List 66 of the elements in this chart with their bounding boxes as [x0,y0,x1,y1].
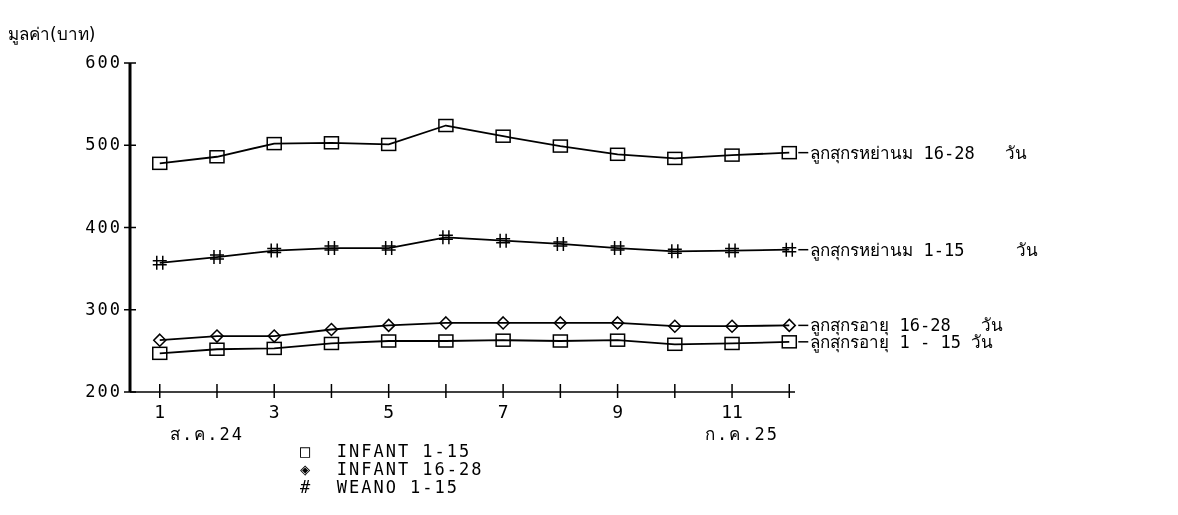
point [267,329,281,343]
point [496,316,510,330]
point [725,319,739,333]
point [152,156,168,171]
y-axis-title: มูลค่า(บาท) [8,24,96,45]
x-tick-label: 7 [497,401,509,422]
point [380,334,397,348]
point [381,318,396,333]
legend-label: ลูกสุกรหย่านม 16-28 วัน [810,142,1028,164]
point [781,335,798,349]
text: □ INFANT 1-15 [300,441,472,461]
point [782,318,797,333]
point [152,255,168,271]
point [552,139,569,153]
point [210,329,224,343]
point [266,242,282,259]
point [609,147,626,162]
point [152,346,168,361]
y-tick-label: 500 [85,134,122,155]
y-tick-label: 300 [85,298,122,319]
point [724,242,740,259]
point [439,316,453,330]
point [781,145,798,160]
point [324,322,339,337]
point [323,136,340,150]
legend-label: ลูกสุกรหย่านม 1-15 วัน [810,239,1038,261]
point [609,240,626,256]
point [266,341,282,356]
point [323,336,340,351]
point [438,118,454,133]
point [380,240,397,256]
point [266,136,282,151]
point [209,249,225,265]
text: ก.ค.25 [705,424,779,444]
x-tick-label: 1 [154,401,166,422]
text: # WEANO 1-15 [300,477,460,497]
text: ส.ค.24 [170,424,244,444]
y-tick-label: 400 [85,216,122,237]
point [209,150,225,164]
point [495,232,511,249]
point [724,148,740,162]
point [610,316,625,330]
point [724,336,740,351]
point [438,334,454,348]
point [553,316,568,330]
point [438,229,454,246]
point [668,319,682,333]
x-tick-label: 11 [721,401,743,422]
y-tick-label: 600 [85,52,122,72]
y-tick-label: 200 [85,381,122,401]
point [323,240,340,256]
point [609,333,626,347]
point [667,337,683,352]
x-tick-label: 3 [268,401,280,422]
x-tick-label: 5 [383,401,395,422]
point [153,333,167,347]
point [552,334,569,348]
point [495,333,511,347]
x-tick-label: 9 [612,401,624,422]
point [495,129,511,143]
point [667,151,683,166]
point [552,236,569,252]
text: ◈ INFANT 16-28 [300,459,484,479]
point [667,243,683,260]
point [209,342,225,356]
point [380,137,397,152]
